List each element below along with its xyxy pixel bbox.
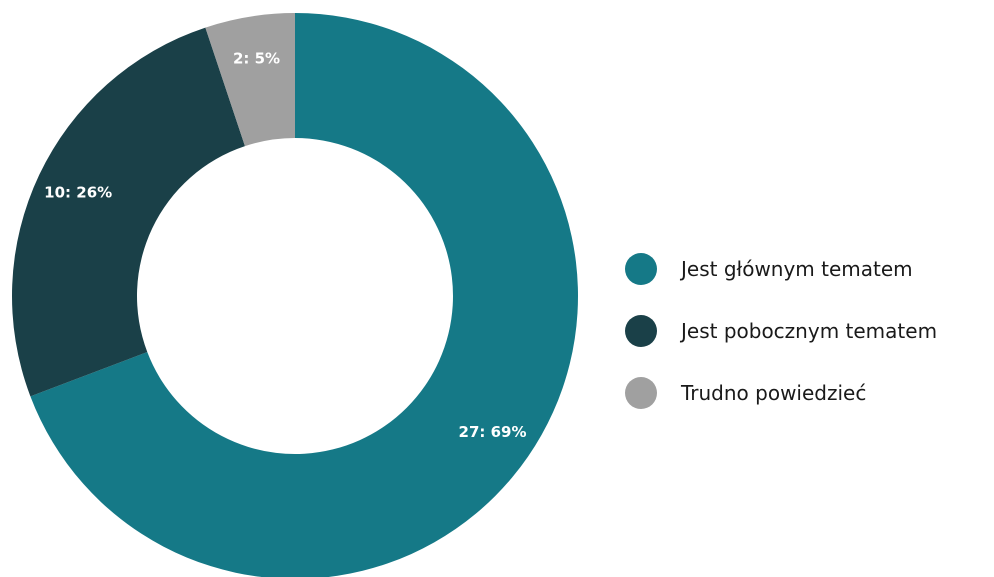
donut-slice-side-topic	[12, 27, 245, 397]
donut-slices	[12, 13, 578, 577]
donut-slice-hard-to-say	[205, 13, 295, 147]
data-label-main-topic: 27: 69%	[459, 423, 527, 441]
legend-item-hard-to-say: Trudno powiedzieć	[625, 374, 937, 412]
legend-label-side-topic: Jest pobocznym tematem	[681, 319, 938, 343]
legend-label-hard-to-say: Trudno powiedzieć	[681, 381, 867, 405]
donut-data-labels: 27: 69% 10: 26% 2: 5%	[44, 50, 526, 441]
data-label-side-topic: 10: 26%	[44, 184, 112, 202]
legend-label-main-topic: Jest głównym tematem	[681, 257, 913, 281]
donut-chart: 27: 69% 10: 26% 2: 5%	[12, 13, 578, 577]
legend-swatch-side-topic	[625, 315, 657, 347]
legend-item-side-topic: Jest pobocznym tematem	[625, 312, 937, 350]
legend-item-main-topic: Jest głównym tematem	[625, 250, 937, 288]
legend: Jest głównym tematem Jest pobocznym tema…	[625, 250, 937, 412]
donut-slice-main-topic	[30, 13, 578, 577]
data-label-hard-to-say: 2: 5%	[233, 50, 280, 68]
legend-swatch-main-topic	[625, 253, 657, 285]
legend-swatch-hard-to-say	[625, 377, 657, 409]
